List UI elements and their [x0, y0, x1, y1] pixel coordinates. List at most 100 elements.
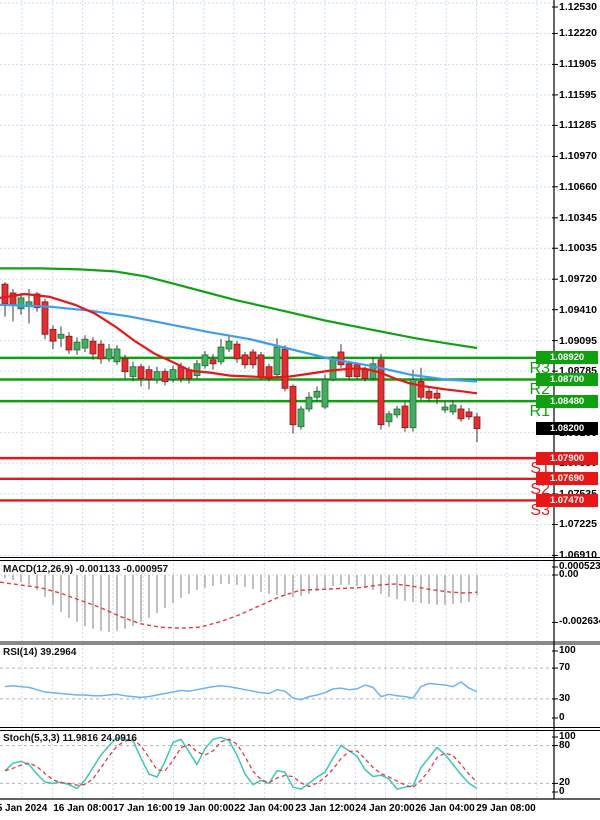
macd-axis-label: 0.000523	[559, 561, 600, 572]
candle-body	[17, 297, 25, 310]
price-tick-label: 1.11905	[559, 58, 597, 71]
stoch-k-line	[4, 736, 478, 790]
rsi-axis-label: 70	[559, 662, 571, 674]
stoch-axis-label: 20	[559, 777, 571, 789]
level-label-r1: R1	[529, 403, 550, 421]
stoch-name: Stoch(5,3,3)	[3, 733, 60, 744]
rsi-line	[4, 681, 478, 701]
price-tick-label: 1.12530	[559, 1, 597, 13]
candle-body	[337, 351, 345, 366]
stoch-d-line	[4, 738, 478, 789]
macd-indicator-label: MACD(12,26,9) -0.001133 -0.000957	[3, 564, 168, 575]
candle-body	[129, 366, 137, 377]
price-tick-label: 1.09720	[559, 273, 597, 286]
candle-body	[113, 348, 121, 363]
candle-body	[273, 346, 281, 375]
price-tick-label: 1.11595	[559, 88, 597, 101]
rsi-name: RSI(14)	[3, 647, 38, 658]
candle-body	[145, 369, 153, 380]
candle-body	[65, 335, 73, 351]
candle-body	[49, 328, 57, 342]
macd-values: -0.001133 -0.000957	[75, 564, 169, 575]
macd-axis-label: 0.00	[559, 569, 579, 580]
candle-body	[473, 416, 481, 430]
candle-body	[161, 371, 169, 382]
candle-body	[353, 364, 361, 377]
resistance-price-badge-r3: 1.08920	[536, 351, 598, 365]
candle-body	[89, 340, 97, 355]
candle-body	[385, 413, 393, 423]
stoch-axis-label: 0	[559, 786, 565, 797]
separator-macd-rsi[interactable]	[0, 641, 600, 645]
candle-body	[209, 359, 217, 365]
candle-body	[457, 408, 465, 420]
price-tick-label: 1.10660	[559, 180, 597, 193]
candle-body	[1, 283, 9, 305]
time-axis-label: 26 Jan 04:00	[415, 803, 475, 814]
candle-body	[233, 343, 241, 360]
level-label-r3: R3	[529, 359, 550, 377]
stoch-values: 11.9816 24.0916	[62, 733, 137, 744]
candle-body	[217, 346, 225, 363]
candle-body	[169, 369, 177, 380]
candle-body	[393, 408, 401, 416]
level-label-r2: R2	[529, 381, 550, 399]
candle-body	[73, 341, 81, 351]
price-tick-label: 1.12220	[559, 27, 597, 40]
candle-body	[409, 379, 417, 429]
candle-body	[137, 366, 145, 379]
candle-body	[153, 371, 161, 380]
price-tick-label: 1.10345	[559, 211, 597, 224]
resistance-price-badge-r2: 1.08700	[536, 372, 598, 386]
time-axis-label: 23 Jan 12:00	[295, 803, 355, 814]
macd-axis-label: -0.002634	[559, 616, 600, 628]
level-label-s1: S1	[530, 460, 550, 478]
macd-name: MACD(12,26,9)	[3, 564, 74, 575]
price-tick-label: 1.09095	[559, 334, 597, 347]
stoch-axis-label: 100	[559, 731, 576, 742]
candle-body	[425, 390, 433, 399]
candle-body	[321, 379, 329, 408]
macd-signal-line	[0, 581, 478, 629]
candle-body	[377, 359, 385, 426]
time-axis-label: 24 Jan 20:00	[355, 803, 415, 814]
ma-fast-line	[0, 292, 478, 395]
rsi-axis-label: 100	[559, 645, 576, 656]
rsi-axis-label: 30	[559, 692, 571, 704]
candle-body	[193, 363, 201, 376]
support-price-badge-s3: 1.07470	[536, 493, 598, 507]
price-tick-label: 1.10970	[559, 150, 597, 163]
time-axis-label: 17 Jan 16:00	[113, 803, 173, 814]
candle-body	[41, 301, 49, 335]
candle-body	[313, 390, 321, 398]
ma-slow-line	[0, 267, 478, 350]
time-axis-label: 19 Jan 00:00	[174, 803, 234, 814]
current-price-badge: 1.08200	[536, 422, 598, 436]
level-label-s2: S2	[530, 480, 550, 498]
candle-body	[441, 406, 449, 411]
level-label-s3: S3	[530, 502, 550, 520]
price-tick-label: 1.07225	[559, 518, 597, 531]
price-tick-label: 1.11285	[559, 119, 597, 132]
support-price-badge-s1: 1.07900	[536, 451, 598, 465]
candle-body	[449, 404, 457, 413]
stoch-indicator-label: Stoch(5,3,3) 11.9816 24.0916	[3, 733, 137, 744]
candle-body	[33, 293, 41, 309]
candle-body	[401, 405, 409, 429]
candle-body	[81, 338, 89, 349]
rsi-axis-label: 0	[559, 712, 565, 723]
time-axis-label: 29 Jan 08:00	[476, 803, 536, 814]
rsi-values: 39.2964	[40, 647, 77, 658]
price-tick-label: 1.06910	[559, 549, 597, 562]
candle-body	[281, 348, 289, 389]
candle-body	[433, 392, 441, 399]
stoch-axis-label: 80	[559, 739, 571, 751]
candle-body	[305, 396, 313, 410]
resistance-price-badge-r1: 1.08480	[536, 394, 598, 408]
candle-body	[97, 343, 105, 360]
candle-body	[225, 340, 233, 350]
candle-body	[105, 348, 113, 360]
candle-body	[417, 381, 425, 398]
